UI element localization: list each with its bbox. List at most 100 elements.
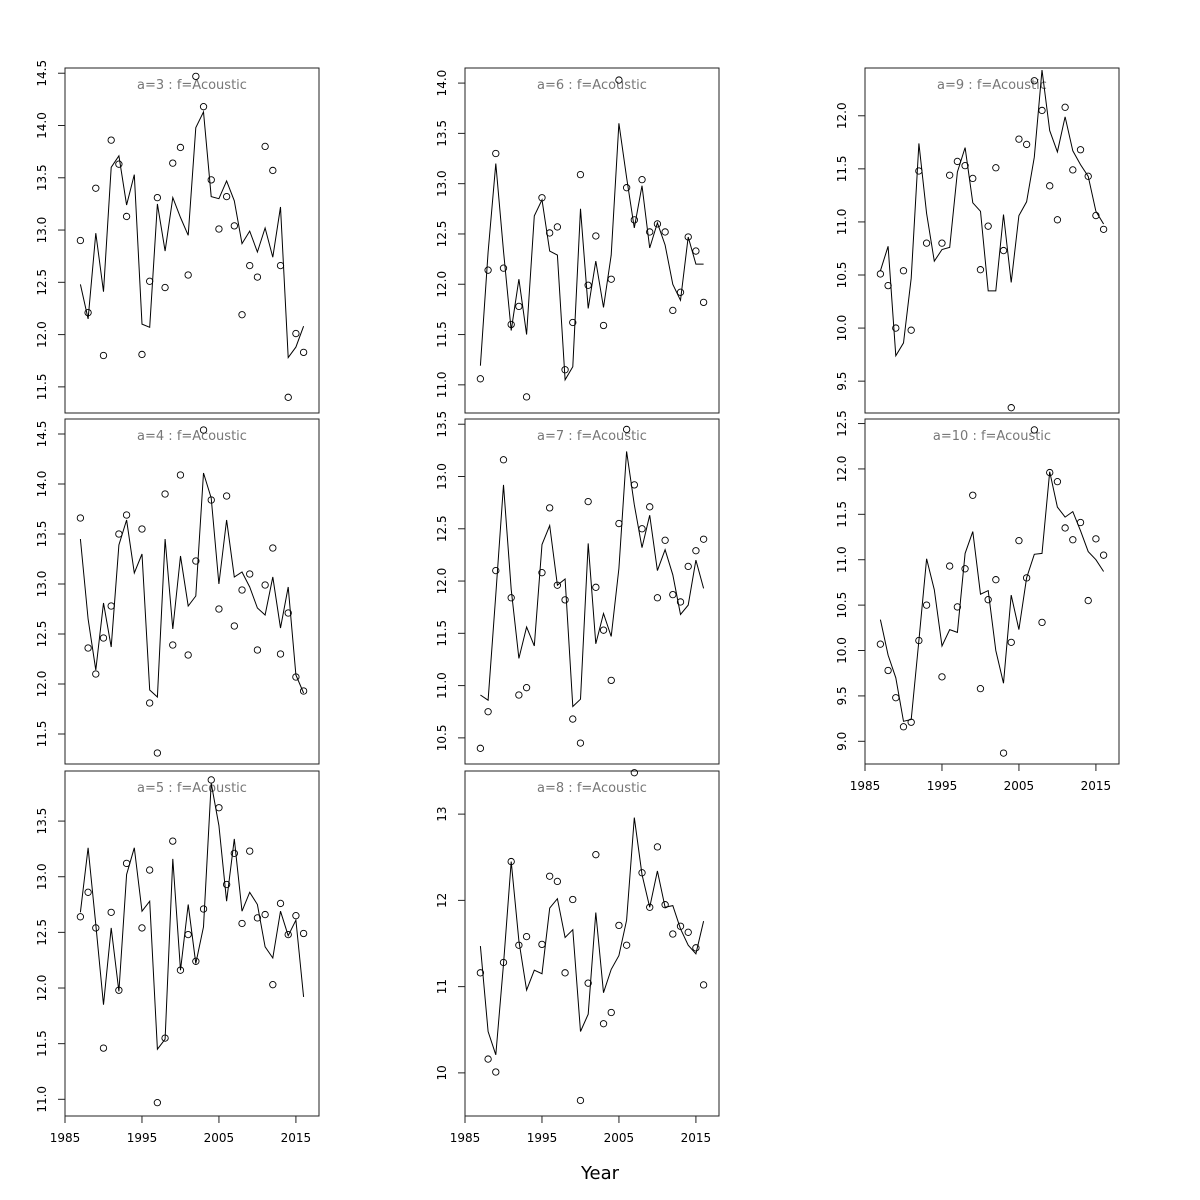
observed-point [653, 843, 662, 851]
observed-point [953, 603, 962, 611]
y-tick-label: 14.5 [35, 60, 49, 87]
observed-point [215, 605, 223, 613]
observed-point [476, 375, 485, 383]
observed-point [199, 905, 208, 913]
observed-point [1015, 537, 1023, 545]
observed-point [99, 351, 108, 360]
observed-point [984, 596, 992, 604]
observed-point [515, 302, 523, 311]
observed-point [1053, 477, 1062, 486]
observed-point [692, 944, 700, 952]
observed-point [292, 912, 300, 920]
y-tick-label: 12.0 [435, 271, 449, 298]
y-tick-label: 12.5 [835, 410, 849, 437]
observed-point [230, 222, 238, 230]
observed-point [953, 157, 962, 166]
observed-point [261, 910, 269, 919]
observed-point [946, 562, 954, 570]
observed-point [646, 503, 654, 511]
observed-point [153, 1098, 162, 1107]
observed-point [661, 901, 669, 909]
observed-point [184, 930, 192, 939]
panel-6: a=8 : f=Acoustic 10 11 12 13 1985 1995 2005 2015 [435, 769, 720, 1145]
y-tick-label: 11.0 [835, 546, 849, 573]
panel-1: a=3 : f=Acoustic 11.5 12.0 12.5 13.0 13.5 14.0… [35, 60, 320, 414]
x-tick-label: 2015 [1081, 779, 1112, 793]
y-tick-label: 10.0 [835, 315, 849, 342]
observed-point [1022, 574, 1031, 582]
observed-point [276, 261, 285, 270]
observed-point [622, 425, 631, 434]
y-tick-label: 12.0 [35, 975, 49, 1002]
observed-point [907, 326, 915, 334]
y-tick-label: 11.5 [435, 321, 449, 348]
observed-point [1030, 426, 1038, 434]
observed-point [492, 1068, 500, 1076]
observed-point [699, 981, 708, 989]
y-tick-label: 13.5 [35, 521, 49, 548]
observed-point [299, 929, 308, 938]
observed-point [138, 350, 146, 359]
observed-point [899, 723, 908, 731]
observed-point [569, 318, 577, 327]
observed-point [499, 264, 508, 272]
observed-point [284, 393, 292, 401]
y-tick-label: 11.5 [35, 374, 49, 401]
observed-point [969, 174, 977, 183]
observed-point [615, 76, 623, 84]
observed-point [1092, 211, 1100, 220]
y-tick-label: 13.5 [35, 164, 49, 191]
observed-point [115, 986, 123, 994]
panels-group: a=3 : f=Acoustic 11.5 12.0 12.5 13.0 13.5 14.0… [35, 60, 1120, 1145]
observed-point [961, 565, 969, 573]
observed-point [615, 519, 623, 528]
observed-point [876, 270, 885, 278]
panel-frame [464, 67, 720, 414]
observed-point [699, 535, 708, 543]
observed-point [207, 776, 215, 784]
observed-point [222, 192, 231, 201]
observed-point [599, 1020, 608, 1028]
observed-point [246, 570, 254, 578]
observed-point [1007, 638, 1015, 646]
fitted-line [79, 472, 305, 699]
fitted-line [879, 70, 1105, 358]
observed-point [238, 586, 246, 594]
y-tick-label: 11.0 [35, 1086, 49, 1113]
observed-point [1076, 518, 1085, 527]
observed-point [122, 212, 131, 221]
observed-point [192, 72, 200, 81]
y-tick-label: 10 [435, 1065, 449, 1080]
y-tick-label: 12.5 [35, 919, 49, 946]
panel-frame [64, 770, 320, 1117]
observed-point [76, 913, 85, 921]
observed-point [246, 847, 254, 855]
observed-point [1061, 524, 1069, 532]
observed-point [176, 471, 185, 479]
panel-frame [64, 418, 320, 765]
panel-title: a=4 : f=Acoustic [137, 429, 247, 444]
observed-point [915, 636, 923, 645]
x-tick-label: 1995 [127, 1131, 158, 1145]
panel-5: a=7 : f=Acoustic 10.5 11.0 11.5 12.0 12.5 13.0… [435, 411, 720, 765]
fitted-line [79, 110, 305, 360]
observed-point [269, 544, 277, 552]
observed-point [476, 744, 485, 752]
observed-point [584, 497, 592, 506]
observed-point [669, 306, 677, 315]
observed-point [522, 684, 531, 692]
fitted-line [480, 451, 705, 708]
observed-point [592, 583, 600, 591]
y-tick-label: 9.5 [835, 686, 849, 705]
panel-title: a=8 : f=Acoustic [537, 781, 647, 796]
observed-point [299, 348, 308, 357]
observed-point [499, 958, 508, 967]
observed-point [92, 924, 100, 932]
y-tick-label: 13.0 [35, 217, 49, 244]
x-tick-label: 1985 [50, 1131, 81, 1145]
observed-point [892, 324, 900, 332]
observed-point [992, 164, 1000, 172]
panel-2: a=4 : f=Acoustic 11.5 12.0 12.5 13.0 13.5 14.0… [35, 418, 320, 765]
y-tick-label: 13.5 [435, 120, 449, 147]
observed-point [553, 223, 562, 231]
